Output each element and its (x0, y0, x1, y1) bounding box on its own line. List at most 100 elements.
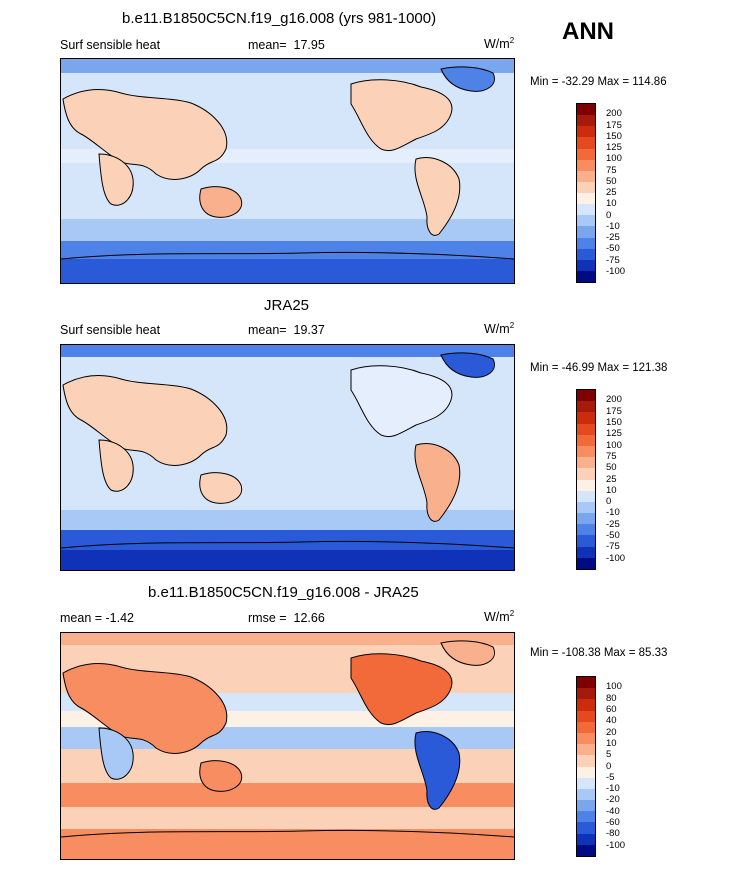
panel-3-rmse-value: 12.66 (293, 611, 325, 625)
colorbar-1-swatch-3 (577, 137, 595, 149)
colorbar-2-tick: 200 (606, 394, 622, 406)
colorbar-2-swatch-0 (577, 390, 595, 402)
p3-greenland (440, 640, 495, 666)
colorbar-2-swatch-11 (577, 513, 595, 525)
colorbar-3-swatch-9 (577, 777, 595, 789)
colorbar-2-swatch-9 (577, 490, 595, 502)
colorbar-1-tick: 50 (606, 175, 617, 187)
p1-africa-south (98, 153, 134, 206)
panel-2-variable: Surf sensible heat (60, 323, 161, 337)
panel-2-map (60, 344, 515, 571)
colorbar-1-tick: -75 (606, 254, 620, 266)
p2-africa-south (98, 439, 134, 492)
colorbar-1-swatch-5 (577, 159, 595, 171)
season-label: ANN (562, 18, 614, 45)
p3-eurasia-africa (62, 663, 228, 754)
panel-3-rmse-label: rmse = (248, 611, 287, 625)
colorbar-2-tick: -25 (606, 518, 620, 530)
colorbar-3-tick: 80 (606, 692, 617, 704)
p2-north-america (350, 365, 453, 438)
colorbar-1-tick: -100 (606, 265, 626, 277)
panel-3-units: W/m2 (484, 609, 514, 624)
colorbar-2-tick: -50 (606, 530, 620, 542)
p2-australia (199, 472, 243, 504)
colorbar-3-tick: -10 (606, 783, 620, 795)
panel-1-mean-label: mean= (248, 38, 287, 52)
colorbar-3-swatch-13 (577, 822, 595, 834)
colorbar-3-swatch-5 (577, 732, 595, 745)
colorbar-1-tick: 150 (606, 130, 622, 142)
colorbar-1-tick: 100 (606, 153, 622, 165)
p3-subpolar-band (61, 807, 514, 829)
colorbar-1-swatch-9 (577, 204, 595, 216)
colorbar-1-swatch-6 (577, 170, 595, 182)
colorbar-3-swatch-8 (577, 766, 595, 778)
panel-1-variable: Surf sensible heat (60, 38, 161, 52)
colorbar-2-swatch-14 (577, 546, 595, 558)
panel-1-map-svg (61, 59, 514, 283)
colorbar-2-tick: 25 (606, 473, 617, 485)
colorbar-2-swatch-8 (577, 479, 595, 491)
p1-eurasia-africa (62, 89, 228, 180)
colorbar-3-tick: 10 (606, 737, 617, 749)
colorbar-3-tick: -60 (606, 817, 620, 829)
p1-antarctic-coast (61, 251, 514, 260)
colorbar-1-swatch-15 (577, 270, 595, 282)
colorbar-2-swatch-6 (577, 457, 595, 469)
panel-2-mean: mean= 19.37 (248, 323, 325, 337)
panel-3-colorbar (576, 676, 596, 857)
colorbar-3-tick: 40 (606, 715, 617, 727)
colorbar-3-tick: 100 (606, 681, 622, 693)
p3-arctic-band (61, 633, 514, 645)
colorbar-2-tick: 175 (606, 405, 622, 417)
colorbar-1-tick: 200 (606, 108, 622, 120)
colorbar-2-swatch-2 (577, 412, 595, 424)
panel-2-mean-label: mean= (248, 323, 287, 337)
p2-eurasia-africa (62, 375, 228, 466)
colorbar-2-swatch-4 (577, 434, 595, 446)
colorbar-3-tick: -20 (606, 794, 620, 806)
p1-antarctica-shade (61, 259, 514, 283)
colorbar-3-tick: 5 (606, 749, 612, 761)
colorbar-2-swatch-12 (577, 524, 595, 536)
colorbar-2-tick: 10 (606, 484, 617, 496)
panel-2-title: JRA25 (264, 297, 310, 314)
panel-1-minmax: Min = -32.29 Max = 114.86 (530, 76, 667, 88)
colorbar-2-swatch-13 (577, 535, 595, 547)
colorbar-3-tick: -80 (606, 828, 620, 840)
colorbar-2-tick: 50 (606, 462, 617, 474)
colorbar-1-tick: 10 (606, 198, 617, 210)
colorbar-1-tick: -25 (606, 232, 620, 243)
panel-3-units-sup: 2 (509, 609, 515, 618)
p3-south-america (414, 731, 461, 810)
colorbar-1-swatch-4 (577, 148, 595, 160)
colorbar-1-tick: 175 (606, 119, 622, 131)
colorbar-1-tick: -50 (606, 243, 620, 255)
colorbar-2-tick: -10 (606, 507, 620, 519)
colorbar-3-tick: -5 (606, 771, 615, 783)
colorbar-2-tick: 100 (606, 439, 622, 451)
colorbar-1-swatch-12 (577, 237, 595, 249)
colorbar-2-swatch-3 (577, 423, 595, 435)
colorbar-2-tick: 0 (606, 496, 612, 508)
colorbar-2-swatch-5 (577, 445, 595, 458)
colorbar-2-swatch-1 (577, 401, 595, 413)
panel-1-title: b.e11.B1850C5CN.f19_g16.008 (yrs 981-100… (122, 10, 437, 27)
p3-africa-south (98, 727, 134, 780)
colorbar-3-tick: -40 (606, 805, 620, 817)
p3-antarctic-band (61, 829, 514, 859)
colorbar-2-tick: 125 (606, 428, 622, 440)
panel-2-map-svg (61, 345, 514, 570)
panel-3-map (60, 632, 515, 860)
colorbar-1-swatch-2 (577, 126, 595, 138)
colorbar-3-tick: -100 (606, 839, 626, 851)
p1-arctic-band (61, 59, 514, 73)
colorbar-3-tick: 0 (606, 760, 612, 772)
panel-1-map (60, 58, 515, 284)
panel-2-units-sup: 2 (509, 321, 515, 330)
colorbar-2-tick: -100 (606, 552, 626, 564)
colorbar-3-swatch-1 (577, 688, 595, 700)
p2-greenland (440, 352, 495, 378)
p3-antarctic-coast (61, 829, 514, 838)
colorbar-1-swatch-1 (577, 115, 595, 127)
